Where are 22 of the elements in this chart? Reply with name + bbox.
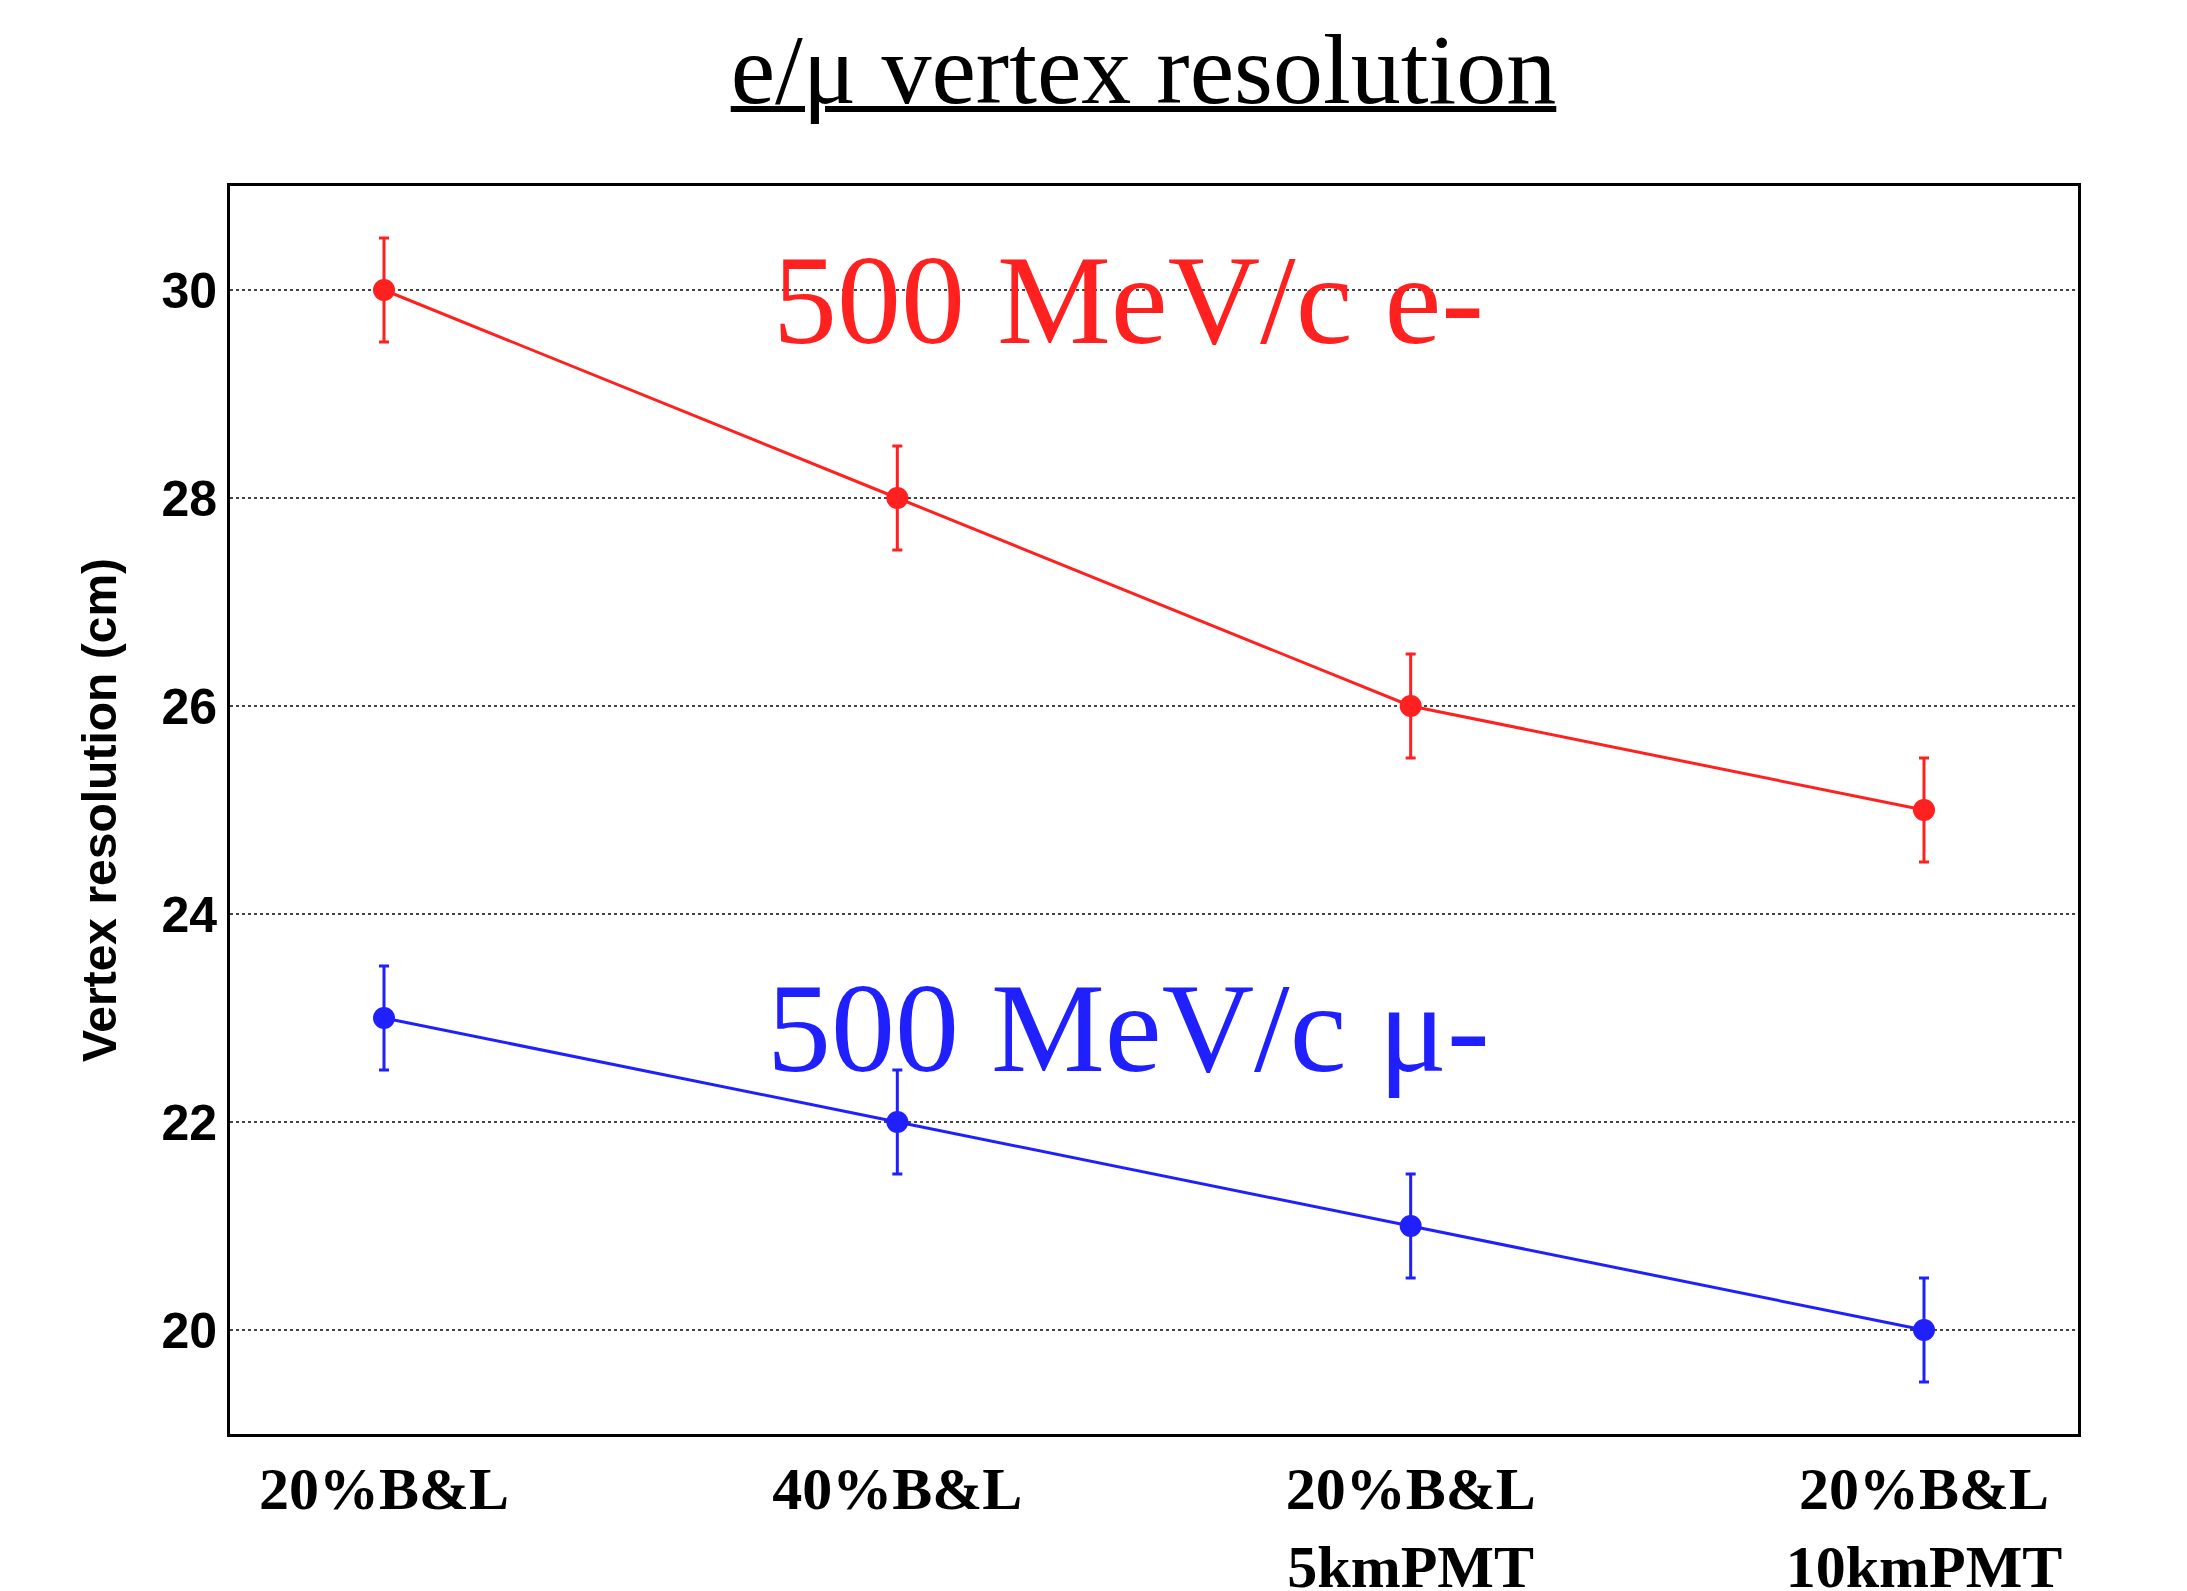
y-tick-label: 26 [161,678,217,735]
point [1399,1215,1422,1237]
x-tick-label: 20%B&L 5kmPMT [1285,1456,1536,1591]
y-tick-label: 30 [161,262,217,319]
y-tick-label: 20 [161,1302,217,1359]
point [1913,799,1935,821]
point [1913,1319,1935,1341]
series-label: 500 MeV/c μ- [767,957,1490,1099]
y-tick-label: 22 [161,1094,217,1151]
y-tick-label: 28 [161,470,217,527]
point [373,279,395,301]
chart-title: e/μ vertex resolution [730,14,1557,125]
point [886,487,909,509]
x-tick-label: 20%B&L 10kmPMT [1785,1456,2063,1591]
x-tick-label: 40%B&L [772,1456,1023,1522]
y-axis-title: Vertex resolution (cm) [73,557,127,1063]
point [1399,695,1422,717]
x-tick-label: 20%B&L [258,1456,510,1522]
point [886,1111,909,1133]
y-tick-label: 24 [161,886,218,943]
point [373,1007,395,1029]
series-label: 500 MeV/c e- [773,229,1484,371]
